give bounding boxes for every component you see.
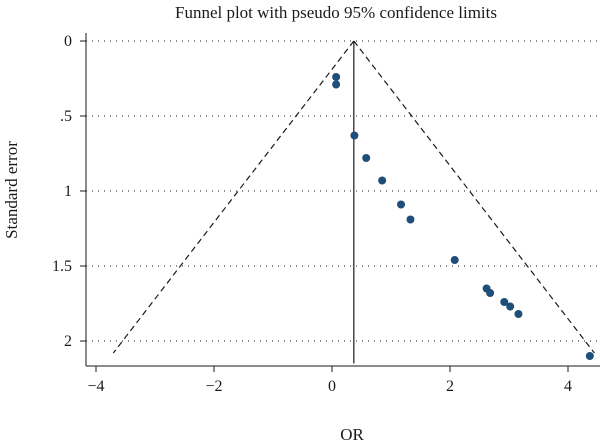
data-point (486, 289, 495, 297)
data-point (332, 73, 341, 81)
x-axis-label: OR (340, 425, 364, 444)
x-tick-label: −2 (205, 378, 222, 395)
data-point (406, 215, 415, 224)
data-point (362, 154, 371, 162)
data-point (500, 298, 509, 306)
axes: 0 .5 1 1.5 2 −4 −2 0 2 4 (52, 33, 600, 395)
data-point (397, 200, 406, 209)
confidence-limits (112, 40, 595, 364)
data-point (350, 131, 359, 140)
data-point (378, 176, 387, 185)
x-tick-label: 2 (446, 378, 454, 395)
data-point (585, 352, 594, 360)
data-point (450, 256, 459, 264)
upper-confidence-limit (353, 40, 595, 354)
data-point (332, 80, 341, 89)
x-tick-label: 0 (328, 378, 336, 395)
y-tick-label: .5 (60, 108, 72, 125)
chart-title: Funnel plot with pseudo 95% confidence l… (175, 3, 497, 22)
y-tick-label: 0 (64, 33, 72, 50)
y-tick-label: 1 (64, 183, 72, 200)
lower-confidence-limit (112, 40, 355, 354)
data-points (332, 73, 594, 360)
y-axis-label: Standard error (2, 141, 21, 239)
gridlines (86, 40, 600, 342)
x-tick-label: −4 (87, 378, 104, 395)
y-tick-label: 1.5 (52, 258, 72, 275)
data-point (514, 310, 523, 318)
x-tick-label: 4 (564, 378, 572, 395)
data-point (506, 302, 515, 311)
y-tick-label: 2 (64, 333, 72, 350)
